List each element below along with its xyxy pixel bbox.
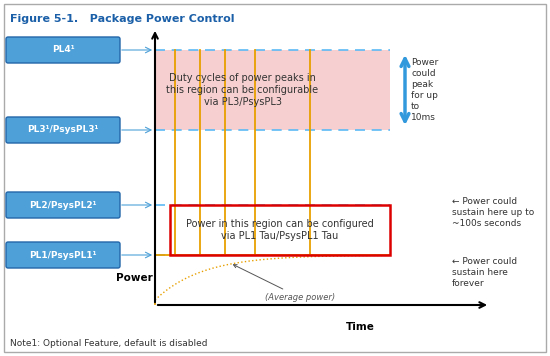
Text: Power
could
peak
for up
to
10ms: Power could peak for up to 10ms [411,58,438,122]
Text: Power in this region can be configured
via PL1 Tau/PsysPL1 Tau: Power in this region can be configured v… [186,219,374,241]
FancyBboxPatch shape [6,192,120,218]
FancyBboxPatch shape [6,242,120,268]
FancyBboxPatch shape [6,117,120,143]
Text: PL2/PsysPL2¹: PL2/PsysPL2¹ [29,200,97,209]
Text: Time: Time [345,322,375,332]
Bar [170,205,390,255]
Text: ← Power could
sustain here
forever: ← Power could sustain here forever [452,257,517,288]
Text: PL1/PsysPL1¹: PL1/PsysPL1¹ [29,251,97,260]
Text: PL3¹/PsysPL3¹: PL3¹/PsysPL3¹ [28,126,98,135]
Text: PL4¹: PL4¹ [52,46,74,54]
Bar [155,50,390,130]
FancyBboxPatch shape [6,37,120,63]
Text: ← Power could
sustain here up to
~100s seconds: ← Power could sustain here up to ~100s s… [452,197,534,228]
Text: Power: Power [116,273,153,283]
Text: Figure 5-1.   Package Power Control: Figure 5-1. Package Power Control [10,14,234,24]
Text: Note1: Optional Feature, default is disabled: Note1: Optional Feature, default is disa… [10,339,207,348]
Text: (Average power): (Average power) [233,265,335,302]
Text: Duty cycles of power peaks in
this region can be configurable
via PL3/PsysPL3: Duty cycles of power peaks in this regio… [167,73,318,106]
